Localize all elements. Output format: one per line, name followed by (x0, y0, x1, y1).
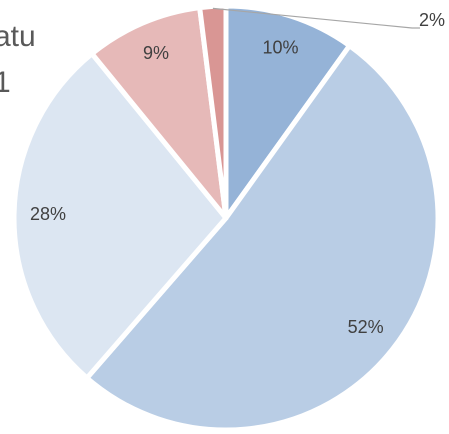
data-label: 28% (30, 204, 66, 224)
data-label: 52% (348, 317, 384, 337)
pie-slice (89, 5, 229, 221)
data-label: 10% (262, 37, 298, 57)
pie-slice (84, 43, 441, 433)
chart-title: atu (0, 20, 36, 53)
pie-slice (197, 3, 229, 221)
leader-line (212, 7, 420, 29)
chart-title: 1 (0, 66, 11, 99)
data-label: 9% (143, 43, 169, 63)
data-label: 2% (419, 10, 445, 30)
pie-slice (11, 51, 229, 381)
